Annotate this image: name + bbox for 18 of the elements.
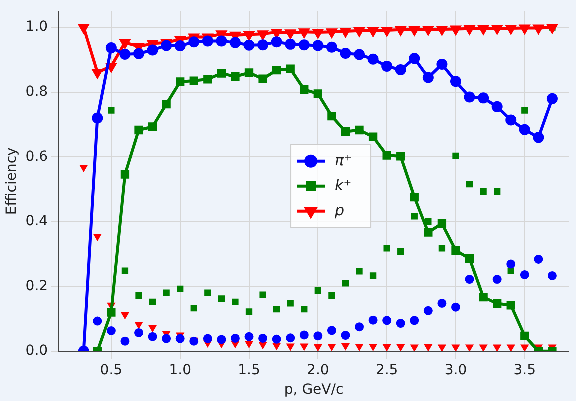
legend-label: p — [334, 201, 345, 220]
x-tick-label: 0.5 — [100, 362, 123, 378]
y-tick-label: 0.8 — [26, 84, 48, 100]
y-axis-title: Efficiency — [4, 148, 20, 216]
x-axis-title: p, GeV/c — [284, 382, 344, 398]
y-tick-label: 1.0 — [26, 19, 48, 36]
x-tick-label: 2.0 — [307, 362, 330, 378]
x-tick-label: 2.5 — [376, 362, 398, 378]
x-tick-label: 3.5 — [514, 362, 536, 378]
y-tick-label: 0.2 — [26, 278, 48, 294]
x-tick-label: 1.5 — [238, 362, 260, 378]
legend-label: π⁺ — [335, 151, 352, 170]
x-tick-label: 1.0 — [169, 362, 192, 378]
y-tick-label: 0.4 — [26, 214, 48, 230]
legend-label: k⁺ — [335, 176, 352, 194]
y-tick-label: 0.0 — [26, 343, 48, 360]
x-tick-label: 3.0 — [444, 362, 468, 378]
y-tick-label: 0.6 — [26, 148, 48, 165]
